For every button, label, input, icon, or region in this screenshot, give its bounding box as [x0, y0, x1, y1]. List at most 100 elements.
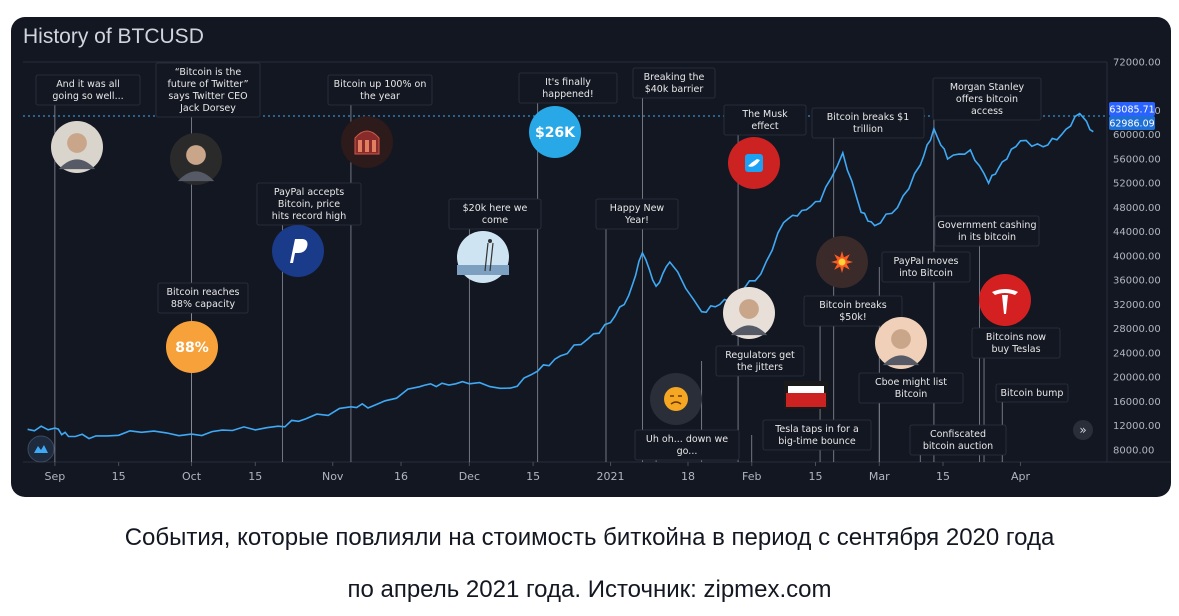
x-tick-label: 15: [809, 470, 823, 483]
event-label: Bitcoin bump: [1001, 388, 1064, 399]
portrait-icon: [51, 121, 103, 173]
event-label-box: [157, 282, 249, 314]
event-label-box: [909, 424, 1007, 456]
sad-face-icon: [650, 373, 702, 425]
x-tick-label: 15: [936, 470, 950, 483]
y-tick-label: 8000.00: [1113, 445, 1154, 456]
event-annotation[interactable]: The Musk effect: [723, 104, 807, 189]
x-tick-label: Feb: [742, 470, 761, 483]
portrait-icon: [875, 317, 927, 369]
price-series-line: [27, 112, 1094, 440]
event-label-box: [35, 74, 141, 106]
event-label-box: [155, 62, 261, 118]
event-label-box: [327, 74, 433, 106]
figure-caption: События, которые повлияли на стоимость б…: [0, 512, 1179, 616]
scroll-to-latest-button[interactable]: »: [1073, 420, 1093, 440]
x-tick-label: 15: [112, 470, 126, 483]
y-tick-label: 12000.00: [1113, 421, 1161, 432]
event-annotation[interactable]: Bitcoin reaches 88% capacity 88%: [157, 282, 249, 373]
event-label-box: [595, 198, 679, 230]
ladder-icon: [457, 231, 509, 283]
y-tick-label: 32000.00: [1113, 300, 1161, 311]
x-tick-label: 18: [681, 470, 695, 483]
event-label: Uh oh... down we go...: [646, 434, 728, 457]
event-annotation[interactable]: “Bitcoin is the future of Twitter” says Tw…: [155, 62, 261, 185]
event-annotation[interactable]: Regulators get the jitters: [715, 287, 805, 377]
x-tick-label: 15: [526, 470, 540, 483]
event-annotation[interactable]: PayPal accepts Bitcoin, price hits record …: [256, 182, 362, 277]
tradingview-logo-icon[interactable]: [27, 435, 55, 463]
event-annotation[interactable]: It's finally happened! $26K: [518, 72, 618, 158]
x-tick-label: Oct: [182, 470, 202, 483]
x-tick-label: Mar: [869, 470, 890, 483]
event-label: Bitcoin breaks $1 trillion: [827, 112, 910, 135]
event-label-box: [971, 327, 1061, 359]
event-label-box: [632, 67, 716, 99]
event-label: Happy New Year!: [610, 203, 665, 226]
badge-label: $26K: [535, 125, 576, 141]
event-label: PayPal moves into Bitcoin: [893, 256, 958, 279]
twitter-icon: [728, 137, 780, 189]
y-tick-label: 72000.00: [1113, 58, 1161, 69]
event-label-box: [995, 383, 1069, 403]
event-label-box: [881, 251, 971, 283]
btcusd-chart: 72000.0064000.0060000.0056000.0052000.00…: [23, 58, 1171, 483]
event-label: Bitcoin up 100% on the year: [334, 79, 427, 102]
event-label-box: [932, 77, 1042, 121]
svg-text:»: »: [1079, 423, 1086, 437]
event-annotation[interactable]: Tesla taps in for a big-time bounce: [762, 381, 872, 451]
price-tags: 63085.71 62986.09: [1109, 102, 1155, 131]
event-annotation[interactable]: $20k here we come: [448, 198, 542, 283]
event-label-box: [811, 107, 925, 139]
price-tag-label: 62986.09: [1109, 119, 1154, 130]
badge-icon: 88%: [166, 321, 218, 373]
x-axis: Sep 15 Oct 15 Nov 16 Dec 15 2021 18 Feb 15 Mar 15 Apr: [45, 462, 1031, 483]
chart-card: 72000.0064000.0060000.0056000.0052000.00…: [11, 17, 1171, 497]
event-annotation[interactable]: PayPal moves into Bitcoin: [881, 251, 971, 283]
event-annotation[interactable]: Bitcoin up 100% on the year: [327, 74, 433, 168]
event-label-box: [803, 295, 903, 327]
event-annotation[interactable]: Uh oh... down we go...: [634, 373, 740, 461]
tesla-wordmark-icon: [784, 381, 828, 409]
y-tick-label: 40000.00: [1113, 251, 1161, 262]
caption-line-2: по апрель 2021 года. Источник: zipmex.co…: [347, 576, 832, 603]
portrait-icon: [723, 287, 775, 339]
x-tick-label: Nov: [322, 470, 344, 483]
event-annotation[interactable]: Cboe might list Bitcoin: [858, 317, 964, 404]
event-annotation[interactable]: And it was all going so well...: [35, 74, 141, 173]
event-annotation[interactable]: Confiscated bitcoin auction: [909, 424, 1007, 456]
event-label: $20k here we come: [463, 203, 528, 226]
event-annotation[interactable]: Bitcoins now buy Teslas: [971, 274, 1061, 359]
event-label-box: [715, 345, 805, 377]
event-label: Tesla taps in for a big-time bounce: [774, 424, 859, 447]
y-tick-label: 52000.00: [1113, 179, 1161, 190]
event-annotation[interactable]: Bitcoin breaks $1 trillion: [811, 107, 925, 139]
event-label: Morgan Stanley offers bitcoin access: [950, 82, 1025, 117]
y-tick-label: 20000.00: [1113, 373, 1161, 384]
price-tag-label: 63085.71: [1109, 105, 1154, 116]
y-tick-label: 56000.00: [1113, 154, 1161, 165]
event-label: It's finally happened!: [542, 77, 593, 100]
event-label: Regulators get the jitters: [725, 350, 795, 373]
event-annotation[interactable]: Bitcoin bump: [995, 383, 1069, 403]
event-label-box: [858, 372, 964, 404]
event-label: Confiscated bitcoin auction: [923, 429, 993, 452]
event-label: Breaking the $40k barrier: [644, 72, 705, 95]
y-tick-label: 16000.00: [1113, 397, 1161, 408]
x-tick-label: Apr: [1011, 470, 1031, 483]
event-label: Bitcoin breaks $50k!: [819, 300, 886, 323]
paypal-icon: [272, 225, 324, 277]
event-label: Government cashing in its bitcoin: [938, 220, 1037, 243]
event-annotation[interactable]: Bitcoin breaks $50k!: [803, 236, 903, 327]
y-tick-label: 28000.00: [1113, 324, 1161, 335]
y-tick-label: 24000.00: [1113, 348, 1161, 359]
badge-icon: $26K: [529, 106, 581, 158]
event-annotation[interactable]: Happy New Year!: [595, 198, 679, 230]
tesla-icon: [979, 274, 1031, 326]
event-annotation[interactable]: Morgan Stanley offers bitcoin access: [932, 77, 1042, 121]
event-annotation[interactable]: Government cashing in its bitcoin: [934, 215, 1040, 247]
event-label: Bitcoin reaches 88% capacity: [167, 287, 240, 310]
event-label: The Musk effect: [741, 109, 788, 132]
event-annotation[interactable]: Breaking the $40k barrier: [632, 67, 716, 99]
x-tick-label: 15: [248, 470, 262, 483]
